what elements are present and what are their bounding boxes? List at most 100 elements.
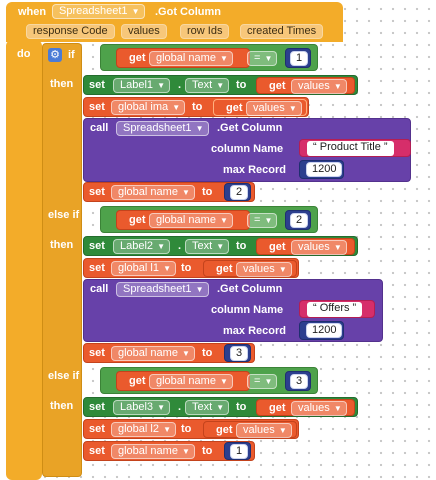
to-keyword: to xyxy=(236,79,247,91)
get-keyword: get xyxy=(216,424,233,436)
variable-dropdown-values-3[interactable]: values ▼ xyxy=(291,240,347,255)
get-keyword: get xyxy=(216,263,233,275)
method-name: .Get Column xyxy=(217,283,283,295)
chevron-down-icon: ▼ xyxy=(278,265,287,274)
do-keyword: do xyxy=(17,48,31,60)
to-keyword: to xyxy=(181,423,192,435)
to-keyword: to xyxy=(202,445,213,457)
chevron-down-icon: ▼ xyxy=(163,264,171,273)
chevron-down-icon: ▼ xyxy=(182,188,190,197)
component-dropdown-label3[interactable]: Label3 ▼ xyxy=(113,400,171,415)
variable-dropdown-values-2[interactable]: values ▼ xyxy=(246,101,302,116)
dot-separator: . xyxy=(178,401,182,413)
chevron-down-icon: ▼ xyxy=(264,54,273,63)
to-keyword: to xyxy=(202,186,213,198)
get-keyword: get xyxy=(269,402,286,414)
variable-dropdown-global-name-6[interactable]: global name ▼ xyxy=(111,444,195,459)
chevron-down-icon: ▼ xyxy=(264,216,273,225)
when-keyword: when xyxy=(18,6,47,18)
get-keyword: get xyxy=(226,102,243,114)
number-value-2[interactable]: 2 xyxy=(230,185,249,200)
chevron-down-icon: ▼ xyxy=(333,243,342,252)
operator-dropdown-eq-1[interactable]: = ▼ xyxy=(247,51,278,66)
set-global-name-block-1[interactable] xyxy=(83,182,255,202)
then-keyword-3: then xyxy=(50,400,74,412)
property-dropdown-text-2[interactable]: Text ▼ xyxy=(185,239,230,254)
variable-dropdown-values-5[interactable]: values ▼ xyxy=(291,401,347,416)
get-keyword: get xyxy=(269,241,286,253)
variable-dropdown-global-name-1[interactable]: global name ▼ xyxy=(149,51,233,66)
number-value-5[interactable]: 3 xyxy=(290,374,309,389)
to-keyword: to xyxy=(181,262,192,274)
then-keyword-2: then xyxy=(50,239,74,251)
number-value-4[interactable]: 3 xyxy=(230,346,249,361)
chevron-down-icon: ▼ xyxy=(216,81,225,90)
set-keyword: set xyxy=(89,347,105,359)
variable-dropdown-global-name-4[interactable]: global name ▼ xyxy=(111,346,195,361)
number-value-max1[interactable]: 1200 xyxy=(306,162,343,177)
chevron-down-icon: ▼ xyxy=(182,349,190,358)
variable-dropdown-global-l2[interactable]: global l2 ▼ xyxy=(111,422,176,437)
chevron-down-icon: ▼ xyxy=(157,403,166,412)
chevron-down-icon: ▼ xyxy=(333,82,342,91)
component-dropdown-label1[interactable]: Label1 ▼ xyxy=(113,78,171,93)
variable-dropdown-global-ima[interactable]: global ima ▼ xyxy=(111,100,186,115)
variable-dropdown-values-4[interactable]: values ▼ xyxy=(236,262,292,277)
number-value-3[interactable]: 2 xyxy=(290,213,309,228)
chevron-down-icon: ▼ xyxy=(220,216,228,225)
component-dropdown-spreadsheet-2[interactable]: Spreadsheet1 ▼ xyxy=(116,282,209,297)
chevron-down-icon: ▼ xyxy=(157,81,166,90)
property-dropdown-text-3[interactable]: Text ▼ xyxy=(185,400,230,415)
number-value-1[interactable]: 1 xyxy=(290,51,309,66)
then-keyword-1: then xyxy=(50,78,74,90)
event-param-created-times[interactable]: created Times xyxy=(240,24,324,39)
set-keyword: set xyxy=(89,445,105,457)
if-block[interactable] xyxy=(42,43,82,477)
chevron-down-icon: ▼ xyxy=(288,104,297,113)
get-keyword: get xyxy=(129,375,146,387)
number-value-max2[interactable]: 1200 xyxy=(306,323,343,338)
set-keyword: set xyxy=(89,101,105,113)
arg-label-column-name: column Name xyxy=(211,304,284,316)
dot-separator: . xyxy=(178,79,182,91)
set-keyword: set xyxy=(89,262,105,274)
chevron-down-icon: ▼ xyxy=(216,403,225,412)
set-keyword: set xyxy=(89,186,105,198)
set-keyword: set xyxy=(89,423,105,435)
number-value-6[interactable]: 1 xyxy=(230,444,249,459)
get-keyword: get xyxy=(129,214,146,226)
call-keyword: call xyxy=(90,283,109,295)
variable-dropdown-values-1[interactable]: values ▼ xyxy=(291,79,347,94)
variable-dropdown-global-name-5[interactable]: global name ▼ xyxy=(149,374,233,389)
get-keyword: get xyxy=(129,52,146,64)
event-component-dropdown[interactable]: Spreadsheet1 ▼ xyxy=(52,4,145,19)
chevron-down-icon: ▼ xyxy=(131,7,140,16)
variable-dropdown-global-name-3[interactable]: global name ▼ xyxy=(149,213,233,228)
text-value-offers[interactable]: “ Offers ” xyxy=(307,302,363,317)
property-dropdown-text-1[interactable]: Text ▼ xyxy=(185,78,230,93)
chevron-down-icon: ▼ xyxy=(216,242,225,251)
chevron-down-icon: ▼ xyxy=(182,447,190,456)
operator-dropdown-eq-2[interactable]: = ▼ xyxy=(247,213,278,228)
operator-dropdown-eq-3[interactable]: = ▼ xyxy=(247,374,278,389)
event-param-row-ids[interactable]: row Ids xyxy=(180,24,230,39)
component-dropdown-label2[interactable]: Label2 ▼ xyxy=(113,239,171,254)
component-dropdown-spreadsheet-1[interactable]: Spreadsheet1 ▼ xyxy=(116,121,209,136)
text-value-product-title[interactable]: “ Product Title ” xyxy=(307,141,394,156)
chevron-down-icon: ▼ xyxy=(195,124,204,133)
chevron-down-icon: ▼ xyxy=(172,103,181,112)
chevron-down-icon: ▼ xyxy=(220,54,228,63)
set-global-name-block-2[interactable] xyxy=(83,343,255,363)
arg-label-max-record: max Record xyxy=(223,164,286,176)
set-global-name-block-3[interactable] xyxy=(83,441,255,461)
event-param-response-code[interactable]: response Code xyxy=(26,24,115,39)
gear-icon[interactable]: ⚙ xyxy=(48,48,62,62)
event-block-body xyxy=(6,40,42,480)
variable-dropdown-values-6[interactable]: values ▼ xyxy=(236,423,292,438)
to-keyword: to xyxy=(236,240,247,252)
event-param-values[interactable]: values xyxy=(121,24,167,39)
variable-dropdown-global-name-2[interactable]: global name ▼ xyxy=(111,185,195,200)
chevron-down-icon: ▼ xyxy=(333,404,342,413)
variable-dropdown-global-l1[interactable]: global l1 ▼ xyxy=(111,261,176,276)
call-keyword: call xyxy=(90,122,109,134)
